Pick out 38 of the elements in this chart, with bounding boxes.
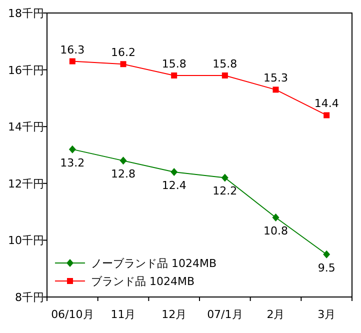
- point: [221, 174, 228, 182]
- point: [120, 156, 127, 165]
- y-tick-label: 18千円: [8, 7, 44, 20]
- point: [69, 58, 76, 64]
- data-label: 13.2: [60, 156, 85, 170]
- x-tick-label: 07/1月: [207, 308, 243, 321]
- data-label: 12.2: [212, 184, 238, 198]
- data-label: 15.8: [212, 57, 238, 70]
- data-label: 10.8: [264, 224, 288, 238]
- data-label: 16.2: [111, 46, 136, 60]
- point: [171, 72, 178, 78]
- point: [170, 168, 178, 176]
- point: [120, 61, 126, 68]
- point: [272, 86, 279, 93]
- data-label: 15.3: [264, 72, 288, 85]
- y-tick-label: 14千円: [8, 120, 44, 134]
- data-label: 16.3: [60, 43, 85, 56]
- legend-label: ノーブランド品 1024MB: [91, 257, 217, 270]
- data-label: 12.4: [162, 179, 186, 192]
- point: [222, 72, 228, 78]
- data-label: 15.8: [162, 57, 186, 70]
- data-label: 14.4: [314, 97, 339, 110]
- x-tick-label: 2月: [266, 308, 285, 321]
- point: [324, 112, 330, 118]
- x-tick-label: 06/10月: [51, 308, 94, 321]
- point: [323, 250, 330, 258]
- y-tick-label: 16千円: [8, 64, 44, 77]
- y-tick-label: 10千円: [8, 234, 44, 248]
- x-tick-label: 11月: [110, 308, 136, 321]
- legend-label: ブランド品 1024MB: [91, 275, 195, 288]
- point: [272, 213, 280, 222]
- x-tick-label: 12月: [162, 308, 187, 321]
- y-tick-label: 8千円: [15, 291, 44, 304]
- y-tick-label: 12千円: [8, 177, 44, 190]
- point: [68, 145, 76, 154]
- x-tick-label: 3月: [318, 308, 336, 321]
- data-label: 12.8: [111, 168, 136, 181]
- data-label: 9.5: [318, 261, 336, 274]
